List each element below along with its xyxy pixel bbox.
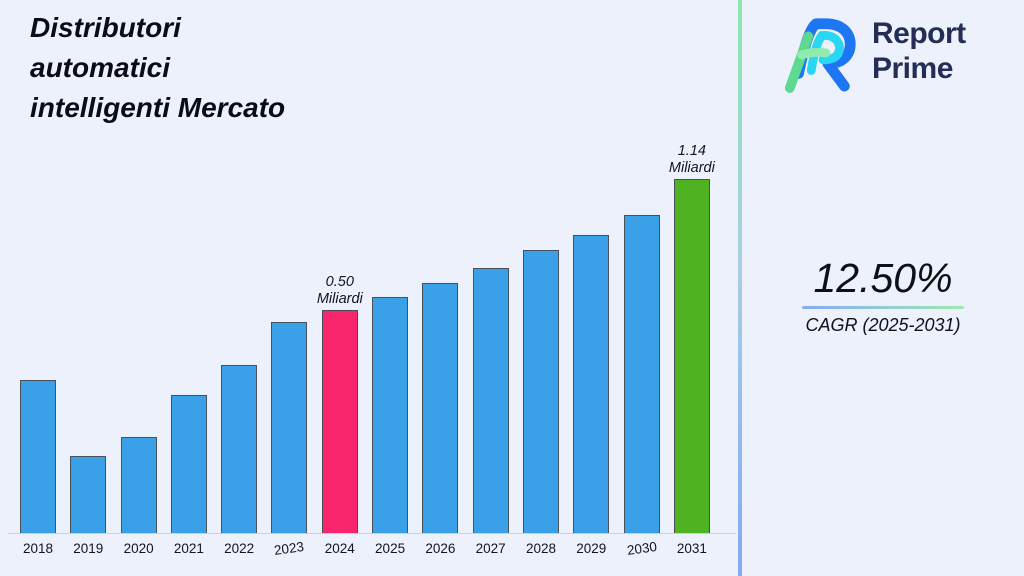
x-tick-2031: 2031 bbox=[676, 541, 707, 556]
logo-text: Report Prime bbox=[872, 16, 966, 86]
x-tick-2019: 2019 bbox=[73, 541, 104, 556]
logo: Report Prime bbox=[782, 10, 966, 94]
bar-2023 bbox=[271, 322, 308, 533]
page-title-line: Distributori bbox=[30, 12, 181, 43]
report-prime-logo-icon bbox=[784, 18, 856, 93]
page-title: Distributori automatici intelligenti Merca… bbox=[30, 8, 285, 128]
bar-2021 bbox=[170, 395, 207, 533]
bar-2018 bbox=[20, 380, 56, 533]
logo-text-line2: Prime bbox=[872, 52, 953, 85]
x-tick-2020: 2020 bbox=[123, 541, 154, 556]
x-axis-line bbox=[8, 533, 736, 534]
bar-2027 bbox=[472, 268, 509, 533]
bar-2020 bbox=[120, 437, 157, 533]
logo-text-line1: Report bbox=[872, 17, 966, 50]
bar-2025 bbox=[372, 297, 409, 533]
bar-2026 bbox=[422, 283, 459, 533]
cagr-label: CAGR (2025-2031) bbox=[805, 315, 961, 335]
x-tick-2018: 2018 bbox=[22, 541, 54, 556]
x-tick-2025: 2025 bbox=[375, 541, 406, 556]
bar-2029 bbox=[573, 235, 610, 533]
page-title-line: intelligenti Mercato bbox=[30, 92, 286, 123]
x-tick-2024: 2024 bbox=[324, 541, 355, 556]
bars: 0.50 Miliardi 1.14 Miliardi bbox=[20, 0, 715, 533]
bar-2024: 0.50 Miliardi bbox=[317, 274, 363, 533]
bar-2028 bbox=[522, 250, 559, 533]
x-tick-2022: 2022 bbox=[224, 541, 255, 556]
x-tick-2030: 2030 bbox=[625, 538, 658, 559]
bar-annotation-2024: 0.50 Miliardi bbox=[316, 274, 363, 307]
bar-annotation-2031: 1.14 Miliardi bbox=[668, 143, 715, 176]
cagr-block: 12.50% CAGR (2025-2031) bbox=[795, 254, 971, 336]
x-tick-2028: 2028 bbox=[525, 541, 556, 556]
bar-2019 bbox=[70, 456, 107, 533]
bar-2031: 1.14 Miliardi bbox=[669, 143, 715, 533]
cagr-value: 12.50% bbox=[813, 255, 953, 301]
x-tick-2027: 2027 bbox=[475, 541, 506, 556]
cagr-underline bbox=[802, 306, 964, 309]
x-tick-2029: 2029 bbox=[576, 541, 607, 556]
x-tick-2023: 2023 bbox=[273, 538, 306, 559]
page-title-line: automatici bbox=[30, 52, 171, 83]
bar-2022 bbox=[221, 365, 258, 533]
divider-line bbox=[738, 0, 742, 576]
x-tick-2021: 2021 bbox=[173, 541, 204, 556]
x-tick-2026: 2026 bbox=[425, 541, 456, 556]
bar-2030 bbox=[623, 215, 660, 533]
x-axis-labels: 2018 2019 2020 2021 2022 2023 2024 2025 2026 2027… bbox=[20, 538, 710, 559]
